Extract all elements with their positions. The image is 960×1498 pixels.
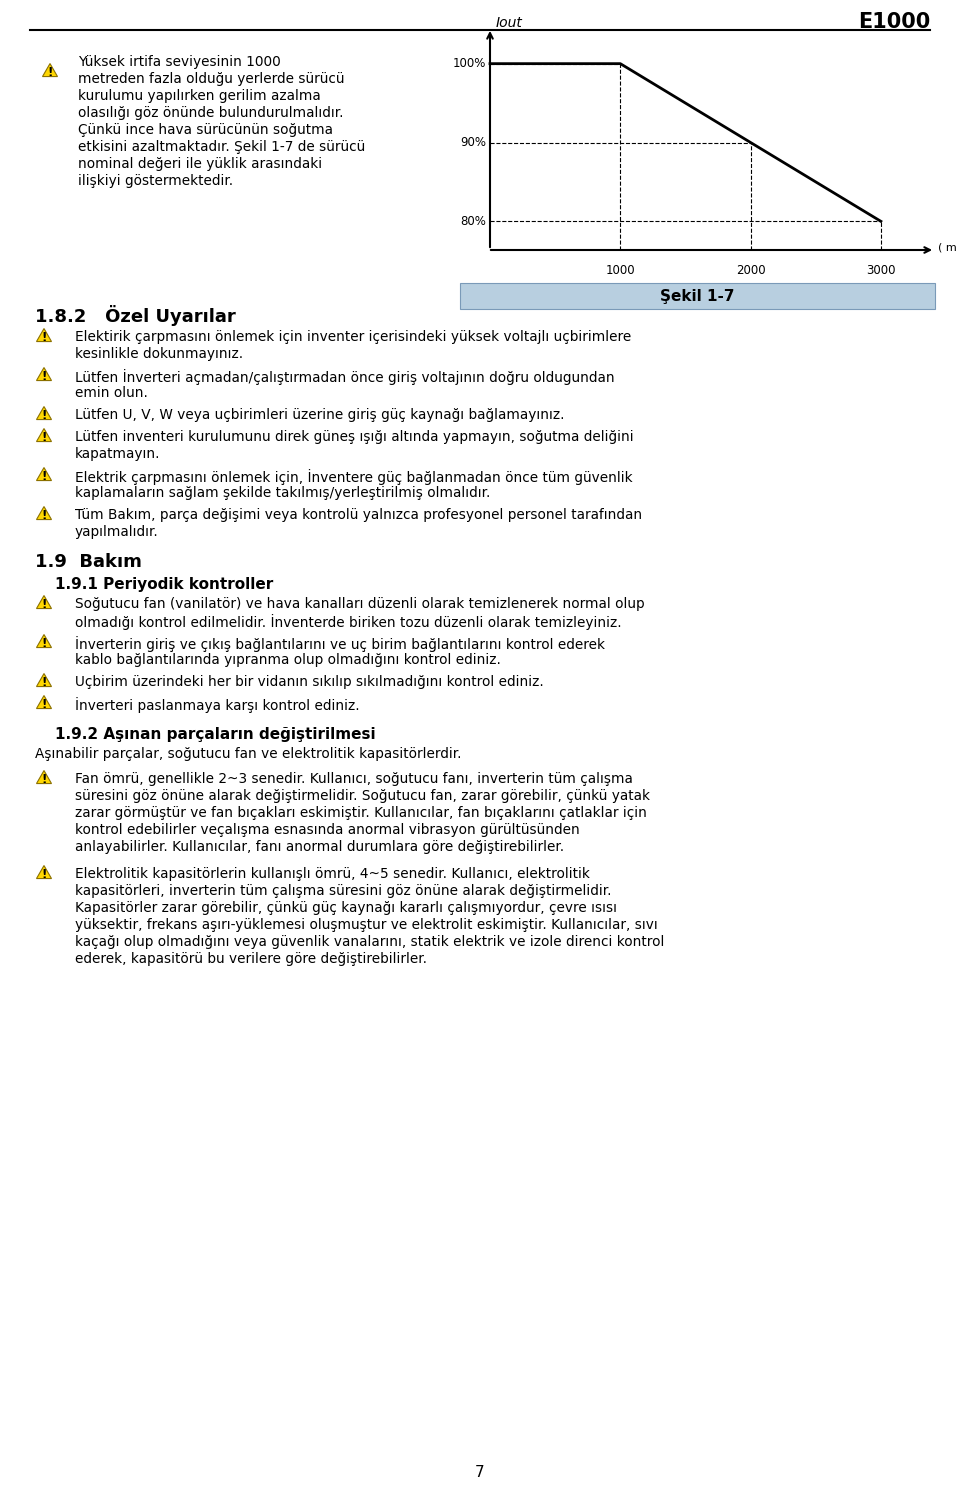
Text: Kapasitörler zarar görebilir, çünkü güç kaynağı kararlı çalışmıyordur, çevre ısı: Kapasitörler zarar görebilir, çünkü güç … (75, 900, 617, 915)
Text: Şekil 1-7: Şekil 1-7 (660, 289, 734, 304)
Text: Tüm Bakım, parça değişimi veya kontrolü yalnızca profesyonel personel tarafından: Tüm Bakım, parça değişimi veya kontrolü … (75, 508, 642, 521)
Text: 100%: 100% (452, 57, 486, 70)
Polygon shape (36, 635, 52, 647)
Text: kaçağı olup olmadığını veya güvenlik vanalarını, statik elektrik ve izole direnc: kaçağı olup olmadığını veya güvenlik van… (75, 935, 664, 950)
Text: 7: 7 (475, 1465, 485, 1480)
Text: Elektrik çarpmasını önlemek için, İnventere güç bağlanmadan önce tüm güvenlik: Elektrik çarpmasını önlemek için, İnvent… (75, 469, 633, 485)
Text: Lütfen inventeri kurulumunu direk güneş ışığı altında yapmayın, soğutma deliğini: Lütfen inventeri kurulumunu direk güneş … (75, 430, 634, 443)
Text: ilişkiyi göstermektedir.: ilişkiyi göstermektedir. (78, 174, 233, 189)
Text: nominal değeri ile yüklik arasındaki: nominal değeri ile yüklik arasındaki (78, 157, 323, 171)
Text: !: ! (41, 370, 47, 383)
Text: olmadığı kontrol edilmelidir. İnventerde biriken tozu düzenli olarak temizleyini: olmadığı kontrol edilmelidir. İnventerde… (75, 614, 622, 631)
Text: 2000: 2000 (735, 264, 765, 277)
Text: 1.8.2   Özel Uyarılar: 1.8.2 Özel Uyarılar (35, 306, 236, 327)
Text: !: ! (41, 431, 47, 443)
Polygon shape (42, 63, 58, 76)
Text: 1.9.2 Aşınan parçaların değiştirilmesi: 1.9.2 Aşınan parçaların değiştirilmesi (55, 727, 375, 742)
Text: metreden fazla olduğu yerlerde sürücü: metreden fazla olduğu yerlerde sürücü (78, 72, 345, 85)
Text: Elektrolitik kapasitörlerin kullanışlı ömrü, 4~5 senedir. Kullanıcı, elektroliti: Elektrolitik kapasitörlerin kullanışlı ö… (75, 867, 589, 881)
Polygon shape (36, 695, 52, 709)
Polygon shape (36, 506, 52, 520)
Text: !: ! (41, 331, 47, 343)
Text: !: ! (41, 676, 47, 689)
Text: İnverterin giriş ve çıkış bağlantılarını ve uç birim bağlantılarını kontrol eder: İnverterin giriş ve çıkış bağlantılarını… (75, 637, 605, 652)
Polygon shape (36, 866, 52, 878)
Text: !: ! (41, 470, 47, 482)
Text: Fan ömrü, genellikle 2~3 senedir. Kullanıcı, soğutucu fanı, inverterin tüm çalış: Fan ömrü, genellikle 2~3 senedir. Kullan… (75, 771, 633, 786)
Text: Iout: Iout (496, 16, 523, 30)
Text: !: ! (41, 773, 47, 786)
Text: kapasitörleri, inverterin tüm çalışma süresini göz önüne alarak değiştirmelidir.: kapasitörleri, inverterin tüm çalışma sü… (75, 884, 612, 897)
Text: emin olun.: emin olun. (75, 386, 148, 400)
Text: olasılığı göz önünde bulundurulmalıdır.: olasılığı göz önünde bulundurulmalıdır. (78, 106, 344, 120)
Text: kapatmayın.: kapatmayın. (75, 446, 160, 461)
Text: Lütfen U, V, W veya uçbirimleri üzerine giriş güç kaynağı bağlamayınız.: Lütfen U, V, W veya uçbirimleri üzerine … (75, 407, 564, 422)
Text: !: ! (41, 409, 47, 422)
Text: kablo bağlantılarında yıpranma olup olmadığını kontrol ediniz.: kablo bağlantılarında yıpranma olup olma… (75, 653, 501, 667)
Text: !: ! (41, 509, 47, 521)
Text: anlayabilirler. Kullanıcılar, fanı anormal durumlara göre değiştirebilirler.: anlayabilirler. Kullanıcılar, fanı anorm… (75, 840, 564, 854)
Text: Aşınabilir parçalar, soğutucu fan ve elektrolitik kapasitörlerdir.: Aşınabilir parçalar, soğutucu fan ve ele… (35, 748, 462, 761)
Text: İnverteri paslanmaya karşı kontrol ediniz.: İnverteri paslanmaya karşı kontrol edini… (75, 697, 360, 713)
Polygon shape (36, 367, 52, 380)
Text: kontrol edebilirler veçalışma esnasında anormal vibrasyon gürültüsünden: kontrol edebilirler veçalışma esnasında … (75, 822, 580, 837)
Text: 80%: 80% (460, 214, 486, 228)
Text: etkisini azaltmaktadır. Şekil 1-7 de sürücü: etkisini azaltmaktadır. Şekil 1-7 de sür… (78, 139, 365, 154)
Polygon shape (36, 467, 52, 481)
Polygon shape (36, 406, 52, 419)
Text: 1.9.1 Periyodik kontroller: 1.9.1 Periyodik kontroller (55, 577, 274, 592)
Text: !: ! (41, 867, 47, 881)
Text: 1000: 1000 (606, 264, 636, 277)
Text: !: ! (41, 698, 47, 710)
Text: Elektirik çarpmasını önlemek için inventer içerisindeki yüksek voltajlı uçbiriml: Elektirik çarpmasını önlemek için invent… (75, 330, 632, 345)
Polygon shape (36, 596, 52, 608)
Text: Yüksek irtifa seviyesinin 1000: Yüksek irtifa seviyesinin 1000 (78, 55, 280, 69)
Text: 90%: 90% (460, 136, 486, 148)
Text: 1.9  Bakım: 1.9 Bakım (35, 553, 142, 571)
Text: kaplamaların sağlam şekilde takılmış/yerleştirilmiş olmalıdır.: kaplamaların sağlam şekilde takılmış/yer… (75, 485, 491, 500)
Text: 3000: 3000 (866, 264, 896, 277)
Text: süresini göz önüne alarak değiştirmelidir. Soğutucu fan, zarar görebilir, çünkü : süresini göz önüne alarak değiştirmelidi… (75, 789, 650, 803)
Text: ( m ): ( m ) (938, 243, 960, 253)
Text: kurulumu yapılırken gerilim azalma: kurulumu yapılırken gerilim azalma (78, 88, 321, 103)
Text: zarar görmüştür ve fan bıçakları eskimiştir. Kullanıcılar, fan bıçaklarını çatla: zarar görmüştür ve fan bıçakları eskimiş… (75, 806, 647, 819)
Text: kesinlikle dokunmayınız.: kesinlikle dokunmayınız. (75, 348, 243, 361)
Polygon shape (36, 328, 52, 342)
Polygon shape (36, 674, 52, 686)
Text: Uçbirim üzerindeki her bir vidanın sıkılıp sıkılmadığını kontrol ediniz.: Uçbirim üzerindeki her bir vidanın sıkıl… (75, 676, 543, 689)
Polygon shape (36, 428, 52, 442)
Text: !: ! (41, 598, 47, 611)
Text: Çünkü ince hava sürücünün soğutma: Çünkü ince hava sürücünün soğutma (78, 123, 333, 136)
Text: !: ! (47, 66, 53, 79)
Polygon shape (36, 770, 52, 783)
Text: ederek, kapasitörü bu verilere göre değiştirebilirler.: ederek, kapasitörü bu verilere göre deği… (75, 953, 427, 966)
Text: E1000: E1000 (857, 12, 930, 31)
FancyBboxPatch shape (460, 283, 935, 309)
Text: yüksektir, frekans aşırı-yüklemesi oluşmuştur ve elektrolit eskimiştir. Kullanıc: yüksektir, frekans aşırı-yüklemesi oluşm… (75, 918, 658, 932)
Text: Soğutucu fan (vanilatör) ve hava kanalları düzenli olarak temizlenerek normal ol: Soğutucu fan (vanilatör) ve hava kanalla… (75, 598, 644, 611)
Text: yapılmalıdır.: yapılmalıdır. (75, 524, 158, 539)
Text: Lütfen İnverteri açmadan/çalıştırmadan önce giriş voltajının doğru oldugundan: Lütfen İnverteri açmadan/çalıştırmadan ö… (75, 369, 614, 385)
Text: !: ! (41, 637, 47, 650)
